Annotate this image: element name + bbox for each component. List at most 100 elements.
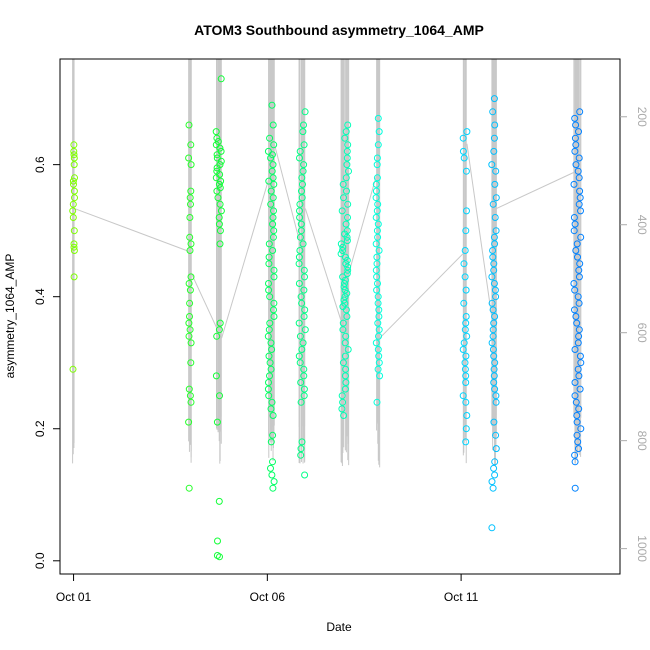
data-point bbox=[490, 95, 498, 103]
data-point bbox=[460, 260, 468, 268]
data-point bbox=[489, 247, 497, 254]
data-point bbox=[462, 286, 470, 294]
data-point bbox=[374, 141, 382, 149]
data-point bbox=[572, 141, 580, 149]
data-point bbox=[337, 240, 345, 248]
secondary-series-segment bbox=[496, 170, 578, 209]
data-point bbox=[462, 379, 470, 386]
data-point bbox=[574, 167, 582, 175]
data-point bbox=[299, 128, 307, 136]
data-point bbox=[343, 154, 351, 162]
data-point bbox=[344, 263, 352, 271]
data-point bbox=[71, 174, 78, 182]
data-point bbox=[574, 293, 582, 301]
data-point bbox=[372, 194, 380, 202]
data-point bbox=[296, 147, 304, 155]
data-point bbox=[216, 227, 224, 235]
data-point bbox=[373, 398, 381, 406]
data-point bbox=[490, 280, 498, 287]
data-point bbox=[372, 339, 380, 347]
secondary-series-segment bbox=[348, 170, 379, 274]
data-point bbox=[490, 352, 498, 360]
data-point bbox=[490, 379, 498, 386]
chart-title: ATOM3 Southbound asymmetry_1064_AMP bbox=[194, 22, 484, 38]
data-point bbox=[490, 233, 498, 241]
data-point bbox=[269, 194, 277, 202]
data-point bbox=[337, 250, 345, 258]
data-point bbox=[575, 174, 583, 182]
data-point bbox=[70, 141, 78, 149]
data-point bbox=[186, 299, 194, 307]
data-point bbox=[341, 385, 349, 393]
data-point bbox=[576, 108, 584, 116]
y-axis-label: asymmetry_1064_AMP bbox=[3, 254, 17, 379]
data-point bbox=[270, 478, 278, 486]
data-point bbox=[339, 319, 347, 327]
data-point bbox=[297, 227, 305, 235]
data-point bbox=[344, 200, 352, 208]
data-point bbox=[70, 247, 78, 254]
data-point bbox=[491, 121, 499, 129]
data-point bbox=[296, 214, 304, 221]
data-point bbox=[300, 121, 307, 129]
data-point bbox=[577, 233, 585, 241]
data-point bbox=[213, 164, 221, 172]
data-point bbox=[342, 306, 350, 314]
data-point bbox=[374, 233, 382, 241]
data-point bbox=[266, 134, 274, 142]
data-point bbox=[372, 214, 380, 221]
data-point bbox=[298, 187, 305, 195]
data-point bbox=[217, 75, 225, 83]
data-point bbox=[215, 326, 223, 334]
data-point bbox=[373, 286, 381, 294]
data-point bbox=[341, 134, 349, 142]
data-point bbox=[301, 471, 309, 479]
secondary-series-segment bbox=[221, 170, 272, 339]
data-point bbox=[215, 214, 223, 221]
data-point bbox=[216, 200, 224, 208]
data-point bbox=[187, 187, 195, 195]
data-point bbox=[342, 332, 350, 340]
data-point bbox=[270, 273, 278, 281]
data-point bbox=[375, 247, 383, 254]
data-point bbox=[185, 121, 193, 129]
data-point bbox=[298, 299, 306, 307]
data-point bbox=[297, 451, 305, 459]
data-point bbox=[460, 299, 468, 307]
data-point bbox=[571, 451, 579, 459]
data-point bbox=[185, 418, 193, 426]
data-point bbox=[492, 167, 500, 175]
data-point bbox=[301, 326, 309, 334]
data-point bbox=[339, 398, 347, 406]
data-point bbox=[575, 200, 583, 208]
data-point bbox=[461, 273, 469, 281]
data-point bbox=[373, 207, 381, 215]
data-point bbox=[186, 392, 194, 400]
data-point bbox=[375, 313, 383, 320]
data-point bbox=[265, 392, 273, 400]
data-point bbox=[268, 167, 276, 175]
data-point bbox=[570, 280, 578, 287]
data-point bbox=[295, 253, 303, 261]
data-point bbox=[575, 266, 583, 274]
data-point bbox=[300, 392, 308, 400]
data-point bbox=[489, 346, 497, 353]
data-point bbox=[572, 121, 580, 129]
data-point bbox=[374, 293, 382, 301]
data-point bbox=[338, 405, 346, 413]
data-point bbox=[341, 280, 348, 287]
data-point bbox=[270, 180, 278, 188]
data-point bbox=[490, 418, 498, 426]
data-point bbox=[343, 237, 351, 245]
data-point bbox=[489, 306, 497, 314]
data-point bbox=[295, 352, 303, 360]
data-point bbox=[372, 180, 380, 188]
data-point bbox=[491, 214, 499, 221]
data-point bbox=[492, 227, 500, 235]
data-point bbox=[186, 286, 194, 294]
data-point bbox=[372, 266, 380, 274]
data-point bbox=[490, 266, 498, 274]
data-point bbox=[489, 253, 497, 261]
data-point bbox=[462, 352, 470, 360]
data-point bbox=[488, 339, 496, 347]
